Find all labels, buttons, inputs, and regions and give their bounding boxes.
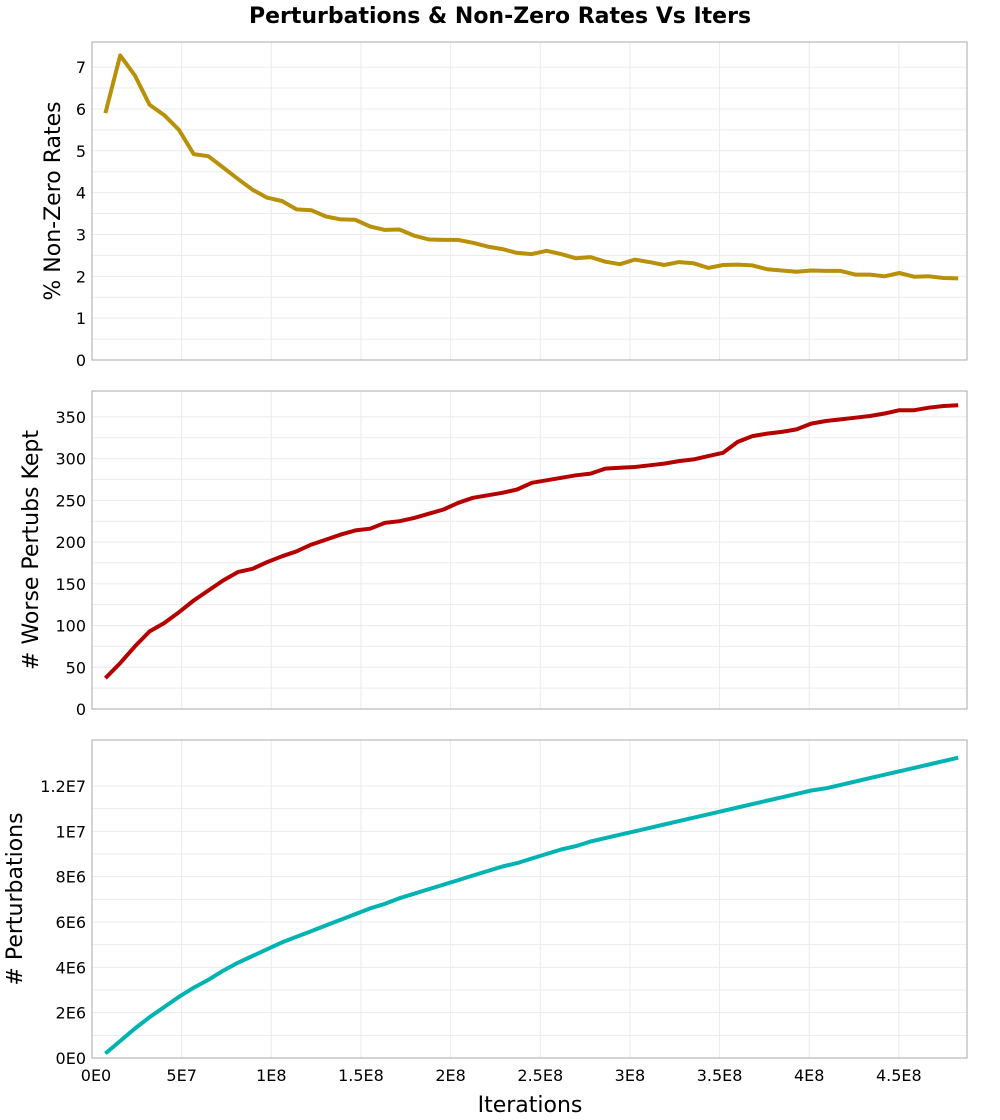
x-tick-label: 2E8	[435, 1066, 465, 1085]
y-tick-label: 6E6	[56, 913, 86, 932]
y-tick-label: 3	[76, 225, 86, 244]
chart-title: Perturbations & Non-Zero Rates Vs Iters	[249, 4, 751, 29]
y-tick-label: 1	[76, 309, 86, 328]
y-tick-label: 2E6	[56, 1004, 86, 1023]
y-tick-label: 2	[76, 267, 86, 286]
series-line	[103, 403, 959, 680]
plot-frame	[91, 41, 968, 361]
y-axis-label: % Non-Zero Rates	[41, 101, 66, 300]
y-tick-label: 7	[76, 58, 86, 77]
y-tick-label: 8E6	[56, 868, 86, 887]
y-tick-label: 350	[55, 408, 86, 427]
panel-3: 0E0 2E6 4E6 6E6 8E6 1E7 1.2E7 # Perturbations 0E…	[3, 739, 968, 1085]
x-tick-label: 3E8	[615, 1066, 645, 1085]
x-tick-label: 2.5E8	[517, 1066, 563, 1085]
y-axis-label: # Perturbations	[3, 812, 28, 985]
x-tick-label: 5E7	[166, 1066, 196, 1085]
x-tick-label: 4E8	[794, 1066, 824, 1085]
y-tick-label: 100	[55, 617, 86, 636]
y-tick-label: 1E7	[56, 822, 86, 841]
series-line	[103, 53, 959, 281]
y-tick-label: 4E6	[56, 958, 86, 977]
y-tick-label: 50	[66, 658, 86, 677]
x-tick-label: 1E8	[256, 1066, 286, 1085]
plot-frame	[91, 390, 968, 710]
plot-frame	[91, 739, 968, 1059]
y-tick-label: 200	[55, 533, 86, 552]
y-tick-label: 300	[55, 450, 86, 469]
y-tick-label: 1.2E7	[40, 777, 86, 796]
x-tick-label: 1.5E8	[338, 1066, 384, 1085]
panel-2: 0 50 100 150 200 250 300 350 # Worse Pertubs Kep…	[19, 390, 968, 719]
y-tick-label: 0E0	[56, 1049, 86, 1068]
y-tick-label: 250	[55, 491, 86, 510]
panel-1: 0 1 2 3 4 5 6 7 % Non-Zero Rates	[41, 41, 968, 370]
y-tick-label: 4	[76, 184, 86, 203]
y-tick-label: 150	[55, 575, 86, 594]
y-tick-label: 5	[76, 142, 86, 161]
x-axis-label: Iterations	[478, 1093, 583, 1118]
y-axis-label: # Worse Pertubs Kept	[19, 430, 44, 670]
y-tick-label: 0	[76, 351, 86, 370]
series-line	[104, 755, 959, 1056]
x-tick-label: 4.5E8	[876, 1066, 922, 1085]
y-tick-label: 0	[76, 700, 86, 719]
x-tick-label: 0E0	[81, 1066, 111, 1085]
y-tick-label: 6	[76, 100, 86, 119]
x-tick-label: 3.5E8	[697, 1066, 743, 1085]
